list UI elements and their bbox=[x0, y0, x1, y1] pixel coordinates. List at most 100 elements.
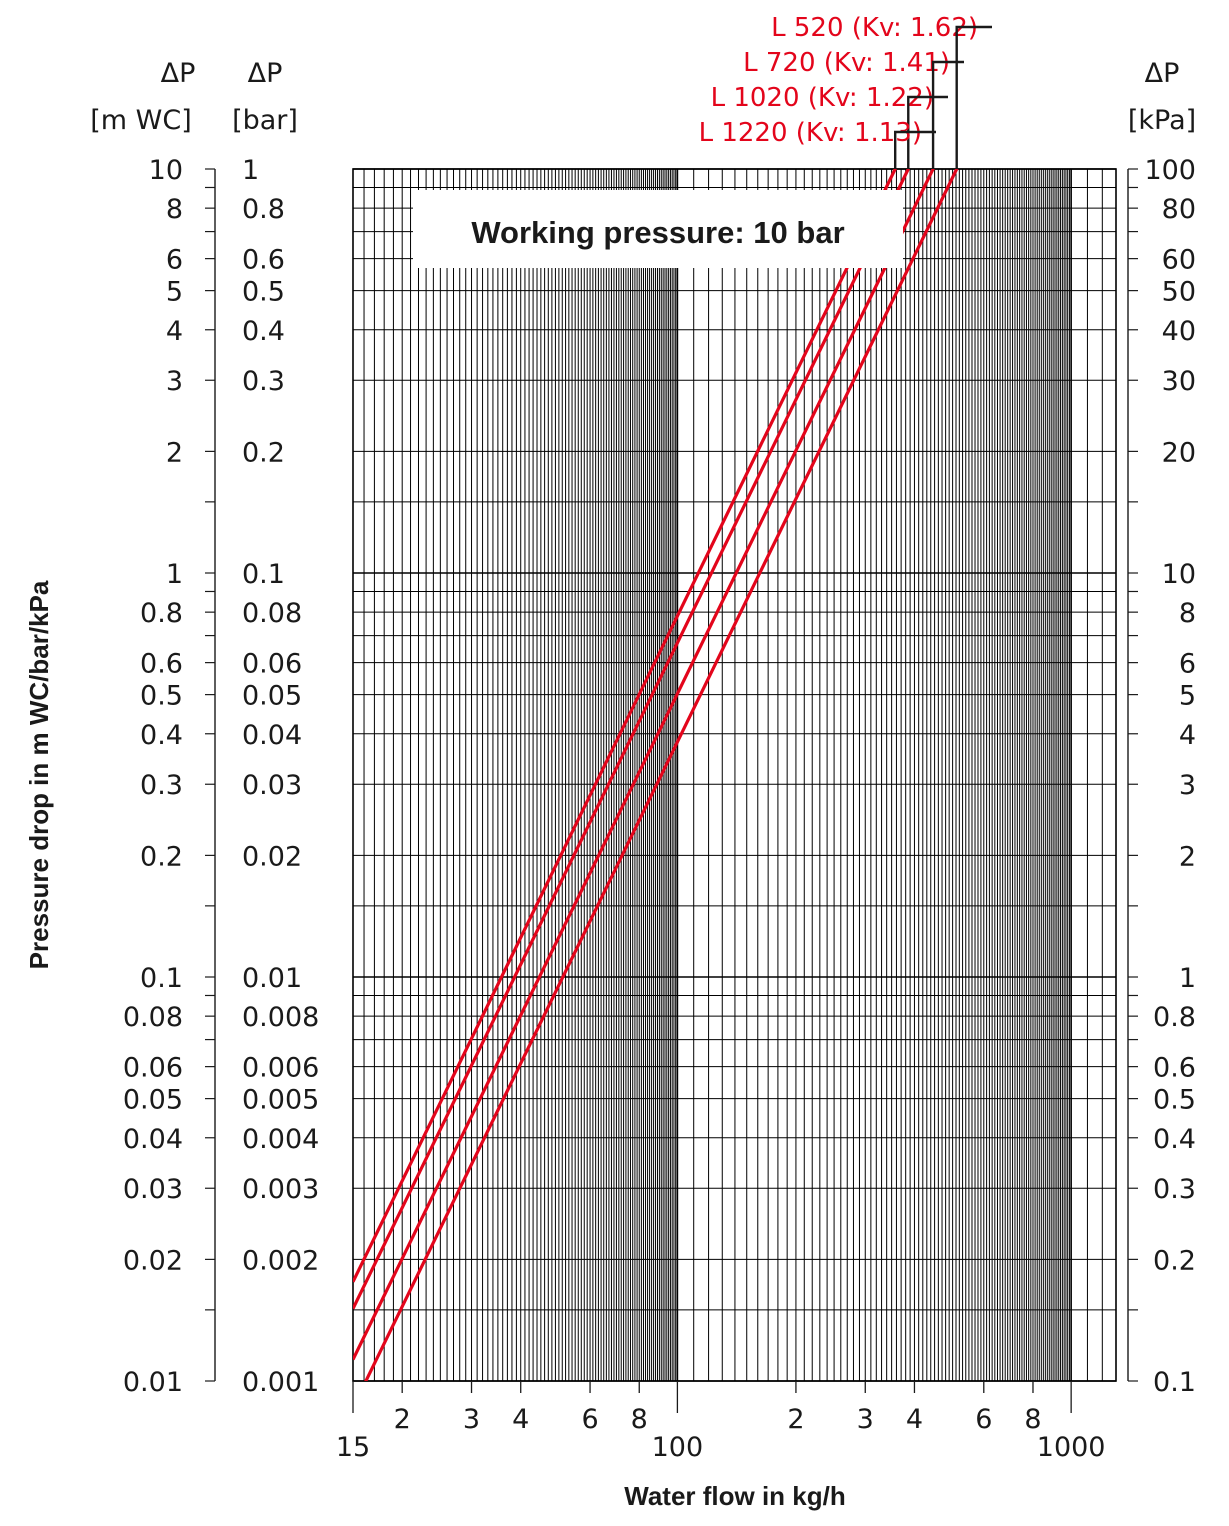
title-background bbox=[413, 190, 903, 268]
x-axis-label: Water flow in kg/h bbox=[624, 1481, 845, 1511]
y-tick-label: 0.05 bbox=[242, 681, 302, 712]
y-tick-label: 0.03 bbox=[123, 1174, 183, 1205]
y-tick-label: 0.8 bbox=[242, 194, 285, 225]
y-tick-label: 0.02 bbox=[123, 1245, 183, 1276]
y-tick-label: 5 bbox=[166, 277, 183, 308]
y-tick-label: 0.004 bbox=[242, 1124, 319, 1155]
y-tick-label: 2 bbox=[1179, 841, 1196, 872]
x-tick-label: 4 bbox=[512, 1404, 529, 1435]
y-tick-label: 0.03 bbox=[242, 770, 302, 801]
y-tick-label: 0.3 bbox=[1153, 1174, 1196, 1205]
y-axis-unit: [kPa] bbox=[1128, 105, 1196, 136]
y-tick-label: 0.003 bbox=[242, 1174, 319, 1205]
y-tick-label: 0.6 bbox=[242, 245, 285, 276]
axes: 1086543210.80.60.50.40.30.20.10.080.060.… bbox=[90, 58, 1196, 1463]
y-tick-label: 4 bbox=[1179, 720, 1196, 751]
x-tick-label: 2 bbox=[787, 1404, 804, 1435]
y-tick-label: 0.005 bbox=[242, 1085, 319, 1116]
series-line bbox=[353, 169, 911, 1310]
y-axis-symbol: ΔP bbox=[1145, 58, 1180, 89]
y-tick-label: 0.4 bbox=[242, 316, 285, 347]
x-tick-label: 4 bbox=[906, 1404, 923, 1435]
y-tick-label: 10 bbox=[149, 155, 183, 186]
y-tick-label: 0.008 bbox=[242, 1002, 319, 1033]
y-tick-label: 0.8 bbox=[1153, 1002, 1196, 1033]
legend-label: L 1020 (Kv: 1.22) bbox=[711, 83, 934, 113]
y-tick-label: 80 bbox=[1162, 194, 1196, 225]
y-tick-label: 0.5 bbox=[242, 277, 285, 308]
legend-label: L 720 (Kv: 1.41) bbox=[743, 48, 950, 78]
y-tick-label: 0.1 bbox=[242, 559, 285, 590]
y-tick-label: 40 bbox=[1162, 316, 1196, 347]
y-tick-label: 0.06 bbox=[242, 649, 302, 680]
y-tick-label: 0.06 bbox=[123, 1053, 183, 1084]
y-tick-label: 0.4 bbox=[1153, 1124, 1196, 1155]
y-tick-label: 0.08 bbox=[242, 598, 302, 629]
y-tick-label: 0.2 bbox=[1153, 1245, 1196, 1276]
y-tick-label: 0.04 bbox=[123, 1124, 183, 1155]
y-tick-label: 0.04 bbox=[242, 720, 302, 751]
legend-label: L 520 (Kv: 1.62) bbox=[771, 13, 978, 43]
chart-title: Working pressure: 10 bar bbox=[471, 215, 844, 250]
legend-leader-line bbox=[955, 25, 992, 169]
y-tick-label: 0.001 bbox=[242, 1367, 319, 1398]
y-tick-label: 6 bbox=[1179, 649, 1196, 680]
series-lines bbox=[353, 169, 959, 1381]
y-tick-label: 0.006 bbox=[242, 1053, 319, 1084]
y-tick-label: 0.1 bbox=[1153, 1367, 1196, 1398]
y-tick-label: 0.1 bbox=[140, 963, 183, 994]
y-tick-label: 3 bbox=[1179, 770, 1196, 801]
series-line bbox=[364, 169, 959, 1381]
y-tick-label: 2 bbox=[166, 437, 183, 468]
series-line bbox=[353, 169, 897, 1283]
y-axis-unit: [bar] bbox=[232, 105, 298, 136]
y-tick-label: 50 bbox=[1162, 277, 1196, 308]
legend: L 520 (Kv: 1.62) L 720 (Kv: 1.41) L 1020 (… bbox=[699, 13, 992, 169]
series-line bbox=[353, 169, 935, 1361]
y-tick-label: 10 bbox=[1162, 559, 1196, 590]
legend-leader-line bbox=[931, 60, 964, 169]
x-tick-label: 6 bbox=[581, 1404, 598, 1435]
y-tick-label: 0.002 bbox=[242, 1245, 319, 1276]
y-tick-label: 3 bbox=[166, 366, 183, 397]
y-tick-label: 30 bbox=[1162, 366, 1196, 397]
y-tick-label: 0.4 bbox=[140, 720, 183, 751]
y-tick-label: 1 bbox=[1179, 963, 1196, 994]
y-tick-label: 0.01 bbox=[242, 963, 302, 994]
grid bbox=[352, 168, 1117, 1382]
y-axis-label: Pressure drop in m WC/bar/kPa bbox=[24, 580, 54, 969]
y-tick-label: 0.2 bbox=[140, 841, 183, 872]
y-tick-label: 0.8 bbox=[140, 598, 183, 629]
y-tick-label: 0.6 bbox=[140, 649, 183, 680]
y-axis-symbol: ΔP bbox=[161, 58, 196, 89]
x-tick-label: 8 bbox=[1024, 1404, 1041, 1435]
title-box: Working pressure: 10 bar bbox=[413, 190, 903, 268]
legend-leader-line bbox=[907, 95, 948, 169]
y-axis-unit: [m WC] bbox=[90, 105, 192, 136]
x-tick-label: 100 bbox=[652, 1432, 704, 1463]
y-tick-label: 60 bbox=[1162, 245, 1196, 276]
legend-label: L 1220 (Kv: 1.13) bbox=[699, 118, 922, 148]
x-tick-label: 8 bbox=[631, 1404, 648, 1435]
x-tick-label: 2 bbox=[394, 1404, 411, 1435]
y-tick-label: 1 bbox=[242, 155, 259, 186]
y-tick-label: 0.01 bbox=[123, 1367, 183, 1398]
legend-leader-line bbox=[893, 130, 936, 169]
y-tick-label: 8 bbox=[166, 194, 183, 225]
y-tick-label: 0.5 bbox=[1153, 1085, 1196, 1116]
y-tick-label: 20 bbox=[1162, 437, 1196, 468]
y-tick-label: 0.08 bbox=[123, 1002, 183, 1033]
y-axis-symbol: ΔP bbox=[248, 58, 283, 89]
y-tick-label: 0.6 bbox=[1153, 1053, 1196, 1084]
y-tick-label: 0.2 bbox=[242, 437, 285, 468]
y-tick-label: 0.05 bbox=[123, 1085, 183, 1116]
plot-frame bbox=[352, 168, 1117, 1382]
x-tick-label: 1000 bbox=[1037, 1432, 1106, 1463]
y-tick-label: 0.3 bbox=[242, 366, 285, 397]
y-tick-label: 0.5 bbox=[140, 681, 183, 712]
x-tick-label: 3 bbox=[463, 1404, 480, 1435]
y-tick-label: 8 bbox=[1179, 598, 1196, 629]
y-tick-label: 5 bbox=[1179, 681, 1196, 712]
x-tick-label: 3 bbox=[857, 1404, 874, 1435]
